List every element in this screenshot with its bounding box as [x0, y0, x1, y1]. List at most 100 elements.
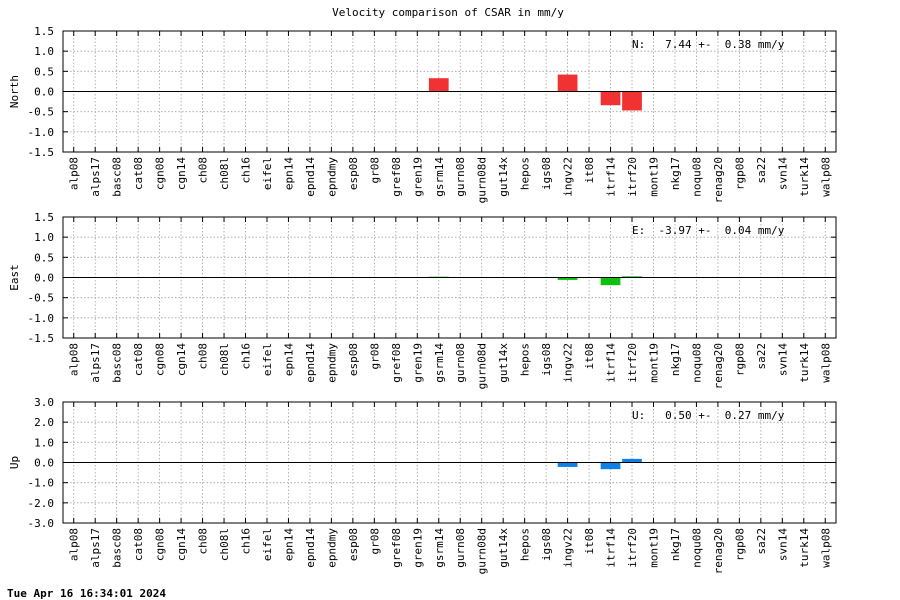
x-tick-label: gurn08 — [454, 528, 467, 568]
x-tick-label: basc08 — [111, 157, 124, 197]
x-tick-label: renag20 — [712, 343, 725, 389]
x-tick-label: walp08 — [819, 343, 832, 383]
x-tick-label: epnd14 — [304, 157, 317, 197]
x-tick-label: itrf14 — [605, 528, 618, 568]
x-tick-label: ch16 — [240, 157, 253, 184]
x-tick-label: alp08 — [68, 157, 81, 190]
x-tick-label: nkg17 — [669, 528, 682, 561]
panel-east: -1.5 -1.0 -0.5 0.0 0.5 1.0 1.5 alp08 alps17 basc0… — [8, 211, 837, 389]
y-tick-label: -1.0 — [28, 312, 55, 325]
x-tick-label: gr08 — [368, 343, 381, 370]
x-tick-label: gr08 — [368, 528, 381, 555]
x-tick-label: epndmy — [325, 528, 338, 568]
x-tick-label: nkg17 — [669, 157, 682, 190]
x-tick-label: epnd14 — [304, 343, 317, 383]
x-tick-label: cat08 — [132, 343, 145, 376]
x-tick-label: gurn08 — [454, 343, 467, 383]
x-tick-label: epnd14 — [304, 528, 317, 568]
x-tick-label: ch08l — [218, 157, 231, 190]
x-tick-label: alp08 — [68, 343, 81, 376]
panel-annotation: U: 0.50 +- 0.27 mm/y — [632, 409, 785, 422]
x-tick-label: gut14x — [497, 343, 510, 383]
x-tick-label: turk14 — [798, 157, 811, 197]
x-tick-label: mont19 — [647, 528, 660, 568]
x-tick-label: svn14 — [776, 528, 789, 561]
x-tick-label: ch08 — [197, 157, 210, 184]
x-tick-label: rgp08 — [733, 343, 746, 376]
x-tick-label: epn14 — [282, 343, 295, 376]
x-tick-label: alps17 — [89, 157, 102, 197]
x-tick-label: turk14 — [798, 528, 811, 568]
x-tick-label: epndmy — [325, 343, 338, 383]
panel-annotation: N: 7.44 +- 0.38 mm/y — [632, 38, 785, 51]
x-tick-label: gren19 — [411, 343, 424, 383]
bar-itrf14 — [600, 462, 621, 470]
x-tick-label: hepos — [519, 528, 532, 561]
x-tick-label: turk14 — [798, 343, 811, 383]
x-tick-label: cgn08 — [154, 528, 167, 561]
x-tick-label: it08 — [583, 343, 596, 370]
x-tick-label: ingv22 — [562, 528, 575, 568]
x-tick-label: itrf14 — [605, 343, 618, 383]
x-tick-label: gref08 — [390, 528, 403, 568]
x-tick-label: ingv22 — [562, 343, 575, 383]
y-tick-label: 1.0 — [34, 231, 54, 244]
y-tick-label: -2.0 — [28, 497, 55, 510]
x-tick-label: noqu08 — [690, 157, 703, 197]
x-tick-label: itrf20 — [626, 343, 639, 383]
x-tick-label: igs08 — [540, 528, 553, 561]
y-tick-label: 1.0 — [34, 45, 54, 58]
x-tick-label: ch08l — [218, 343, 231, 376]
x-tick-label: ch16 — [240, 343, 253, 370]
x-tick-label: esp08 — [347, 528, 360, 561]
x-tick-label: igs08 — [540, 343, 553, 376]
x-tick-label: gsrm14 — [433, 343, 446, 383]
x-tick-label: svn14 — [776, 157, 789, 190]
x-tick-label: cgn14 — [175, 157, 188, 190]
x-tick-label: cgn14 — [175, 528, 188, 561]
x-tick-label: basc08 — [111, 528, 124, 568]
x-tick-label: cgn14 — [175, 343, 188, 376]
x-tick-label: epn14 — [282, 528, 295, 561]
x-tick-label: walp08 — [819, 528, 832, 568]
x-tick-label: noqu08 — [690, 343, 703, 383]
y-axis-label: North — [8, 75, 21, 108]
x-tick-label: mont19 — [647, 343, 660, 383]
bar-itrf14 — [600, 277, 621, 286]
x-tick-label: gut14x — [497, 528, 510, 568]
x-tick-label: gurn08d — [476, 528, 489, 574]
x-tick-label: sa22 — [755, 528, 768, 555]
x-tick-label: gref08 — [390, 343, 403, 383]
x-tick-label: ingv22 — [562, 157, 575, 197]
y-tick-label: 3.0 — [34, 396, 54, 409]
panel-annotation: E: -3.97 +- 0.04 mm/y — [632, 224, 785, 237]
x-tick-label: gref08 — [390, 157, 403, 197]
x-tick-label: cat08 — [132, 157, 145, 190]
y-tick-label: -0.5 — [28, 292, 55, 305]
x-tick-label: hepos — [519, 343, 532, 376]
x-tick-label: esp08 — [347, 343, 360, 376]
y-tick-label: 1.5 — [34, 211, 54, 224]
bar-gsrm14 — [428, 78, 449, 92]
x-tick-label: svn14 — [776, 343, 789, 376]
x-tick-label: alps17 — [89, 343, 102, 383]
x-tick-label: itrf14 — [605, 157, 618, 197]
y-tick-label: 1.0 — [34, 436, 54, 449]
panel-north: -1.5 -1.0 -0.5 0.0 0.5 1.0 1.5 alp08 alps17 basc0… — [8, 25, 837, 203]
x-tick-label: eifel — [261, 157, 274, 190]
x-tick-label: gurn08d — [476, 343, 489, 389]
x-tick-label: alps17 — [89, 528, 102, 568]
y-tick-label: 0.0 — [34, 86, 54, 99]
y-tick-label: 1.5 — [34, 25, 54, 38]
x-tick-label: basc08 — [111, 343, 124, 383]
bar-itrf20 — [622, 276, 642, 278]
x-tick-label: igs08 — [540, 157, 553, 190]
y-tick-label: 0.5 — [34, 65, 54, 78]
x-tick-label: gurn08d — [476, 157, 489, 203]
x-tick-label: ch08 — [197, 343, 210, 370]
x-tick-label: cat08 — [132, 528, 145, 561]
y-tick-label: 0.0 — [34, 272, 54, 285]
x-tick-label: sa22 — [755, 157, 768, 184]
bar-ingv22 — [557, 74, 578, 92]
